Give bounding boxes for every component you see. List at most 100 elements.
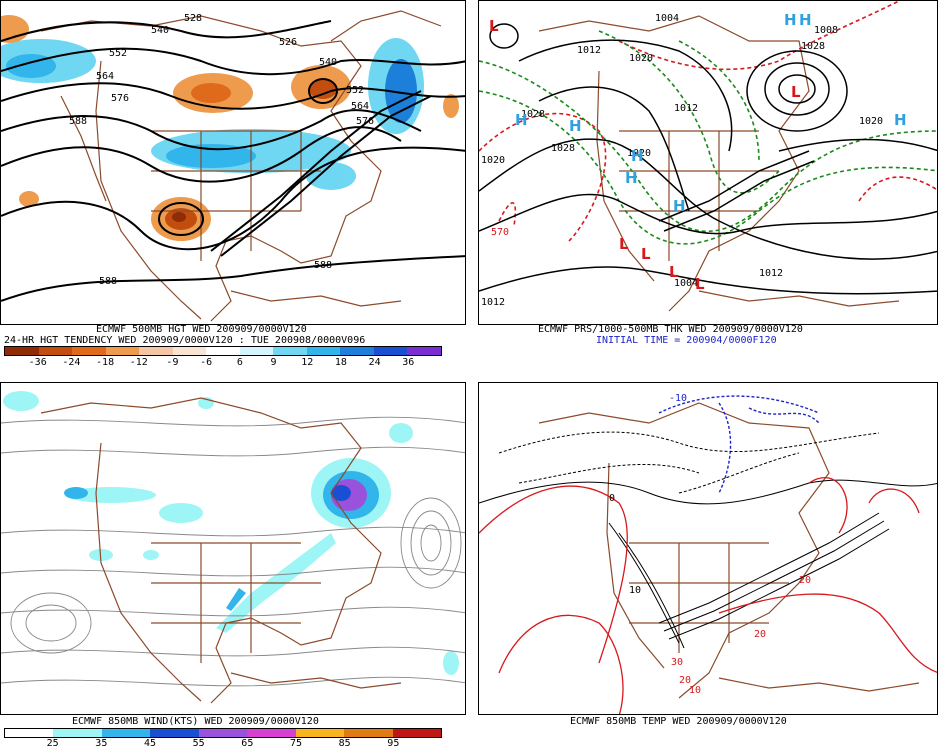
isobars xyxy=(479,23,937,295)
colorbar-swatch xyxy=(392,729,441,737)
colorbar-tick-label: 65 xyxy=(241,738,254,749)
high-pressure-marker: H xyxy=(673,197,686,215)
height-contours xyxy=(1,20,465,302)
isotherm-label: 10 xyxy=(629,585,641,596)
streamlines xyxy=(1,416,465,687)
panel-850mb-wind xyxy=(0,382,466,715)
caption-500mb-height: ECMWF 500MB HGT WED 200909/0000V120 xyxy=(96,324,307,335)
isobar-label: 1020 xyxy=(859,116,883,127)
high-pressure-marker: H xyxy=(625,169,638,187)
colorbar-swatch xyxy=(101,729,151,737)
colorbar-tick-label: 6 xyxy=(236,357,243,368)
panel-850mb-temp: -10 0 10 20 20 20 30 10 xyxy=(478,382,938,715)
isobar-label: 1020 xyxy=(627,148,651,159)
isotherm-label: 0 xyxy=(609,493,615,504)
map-500mb-height: 540 528 552 564 576 588 526 540 552 564 … xyxy=(1,10,465,322)
isotherm-label: 20 xyxy=(754,629,766,640)
isobar-label: 1012 xyxy=(759,268,783,279)
low-pressure-marker: L xyxy=(669,263,679,281)
contour-label: 576 xyxy=(356,116,374,127)
coastlines xyxy=(40,397,402,704)
isotherm-label: 20 xyxy=(679,675,691,686)
contour-label: 588 xyxy=(314,260,332,271)
colorbar-swatch xyxy=(38,347,73,355)
colorbar-swatch xyxy=(344,729,393,737)
warm-isotherms xyxy=(479,476,937,714)
colorbar-swatch xyxy=(273,347,307,355)
isotherm-label: 20 xyxy=(799,575,811,586)
colorbar-swatch xyxy=(5,347,39,355)
colorbar-tick-label: 12 xyxy=(301,357,314,368)
colorbar-tick-label: 25 xyxy=(46,738,59,749)
colorbar-swatch xyxy=(198,729,248,737)
caption-850mb-temp: ECMWF 850MB TEMP WED 200909/0000V120 xyxy=(570,716,787,727)
colorbar-tick-label: -12 xyxy=(129,357,148,368)
high-pressure-marker: H xyxy=(894,111,907,129)
high-pressure-marker: H xyxy=(515,111,528,129)
low-pressure-marker: L xyxy=(791,83,801,101)
colorbar-tick-label: 24 xyxy=(368,357,381,368)
contour-label: 588 xyxy=(99,276,117,287)
isobar-label: 1020 xyxy=(629,53,653,64)
colorbar-swatch xyxy=(295,729,345,737)
colorbar-tick-label: -18 xyxy=(96,357,115,368)
caption-pressure-thickness: ECMWF PRS/1000-500MB THK WED 200909/0000… xyxy=(538,324,803,335)
contour-label: 540 xyxy=(151,25,169,36)
colorbar-height-tendency xyxy=(4,346,442,356)
isotherm-labels: -10 0 10 20 20 20 30 10 xyxy=(609,393,811,696)
colorbar-tick-label: 55 xyxy=(192,738,205,749)
map-850mb-wind xyxy=(1,391,465,704)
contour-label: 588 xyxy=(69,116,87,127)
colorbar-tick-label: -9 xyxy=(166,357,179,368)
high-pressure-marker: H xyxy=(799,11,812,29)
map-850mb-temp: -10 0 10 20 20 20 30 10 xyxy=(479,393,937,714)
colorbar-tick-label: 35 xyxy=(95,738,108,749)
isobar-label: 1012 xyxy=(577,45,601,56)
isotherm-label: -10 xyxy=(669,393,687,404)
contour-label: 540 xyxy=(319,57,337,68)
thickness-contours xyxy=(479,1,937,245)
contour-label: 526 xyxy=(279,37,297,48)
isobar-label: 1012 xyxy=(674,103,698,114)
caption-850mb-wind: ECMWF 850MB WIND(KTS) WED 200909/0000V12… xyxy=(72,716,319,727)
pressure-centers: H H H H H H H H L L L L L L xyxy=(489,11,907,293)
colorbar-tick-label: -6 xyxy=(200,357,213,368)
colorbar-tick-label: 85 xyxy=(338,738,351,749)
colorbar-tick-label: -24 xyxy=(62,357,81,368)
panel-500mb-height: 540 528 552 564 576 588 526 540 552 564 … xyxy=(0,0,466,325)
colorbar-tick-label: 45 xyxy=(143,738,157,749)
colorbar-swatch xyxy=(150,729,199,737)
colorbar-tick-label: 95 xyxy=(387,738,400,749)
isobar-label: 1028 xyxy=(551,143,575,154)
contour-label: 564 xyxy=(96,71,114,82)
isotherm-label: 10 xyxy=(689,685,701,696)
colorbar-swatch xyxy=(206,347,240,355)
colorbar-swatch xyxy=(5,729,54,737)
contour-label: 552 xyxy=(109,48,127,59)
coastlines xyxy=(538,402,920,699)
colorbar-tick-label: 9 xyxy=(270,357,277,368)
isobar-label: 1008 xyxy=(814,25,838,36)
colorbar-swatch xyxy=(247,729,296,737)
colorbar-tick-label: 36 xyxy=(402,357,415,368)
colorbar-swatch xyxy=(239,347,274,355)
colorbar-swatch xyxy=(407,347,441,355)
isotherms xyxy=(479,479,937,649)
low-pressure-marker: L xyxy=(641,245,651,263)
colorbar-swatch xyxy=(105,347,140,355)
panel-pressure-thickness: 1004 1012 1020 1028 1028 1020 1012 1020 … xyxy=(478,0,938,325)
colorbar-wind-speed xyxy=(4,728,442,738)
colorbar-swatch xyxy=(53,729,102,737)
colorbar-tick-label: 18 xyxy=(334,357,347,368)
colorbar-tick-label: -36 xyxy=(28,357,47,368)
low-pressure-marker: L xyxy=(619,235,629,253)
height-tendency-shading xyxy=(1,15,459,241)
colorbar-swatch xyxy=(373,347,408,355)
thickness-label: 570 xyxy=(491,227,509,238)
contour-label: 564 xyxy=(351,101,369,112)
caption-initial-time: INITIAL TIME = 200904/0000F120 xyxy=(596,335,777,346)
low-pressure-marker: L xyxy=(489,17,499,35)
isobar-label: 1012 xyxy=(481,297,505,308)
colorbar-swatch xyxy=(306,347,341,355)
high-pressure-marker: H xyxy=(631,147,644,165)
